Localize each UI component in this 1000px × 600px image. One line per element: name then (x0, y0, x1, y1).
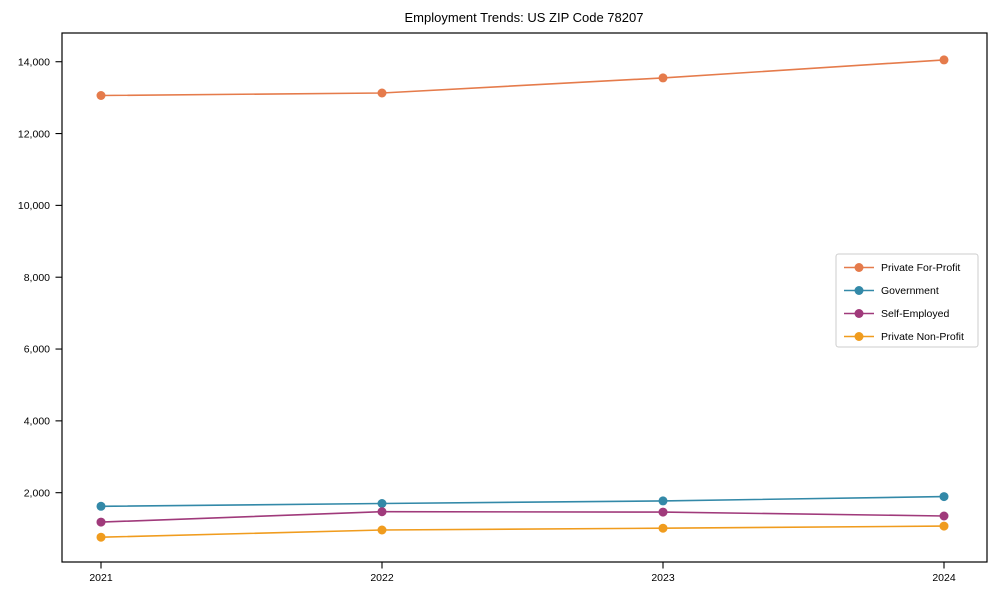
series-layer (96, 55, 949, 542)
legend-label: Private Non-Profit (881, 331, 964, 343)
y-tick-label: 8,000 (24, 272, 50, 284)
legend-swatch-marker (854, 263, 864, 272)
data-point (96, 517, 106, 527)
x-axis: 2021 2022 2023 2024 (89, 562, 956, 584)
data-point (658, 523, 668, 533)
legend: Private For-Profit Government Self-Employe… (835, 253, 979, 348)
y-axis: 2,000 4,000 6,000 8,000 10,000 12,000 14,000 (18, 56, 62, 499)
y-tick-label: 10,000 (18, 200, 50, 212)
y-tick-label: 14,000 (18, 56, 50, 68)
data-point (377, 525, 387, 535)
data-point (96, 91, 106, 100)
legend-swatch-marker (854, 332, 864, 341)
x-tick-label: 2024 (932, 572, 956, 584)
data-point (377, 507, 387, 517)
series-line (100, 525, 945, 538)
y-tick-label: 6,000 (24, 344, 50, 356)
data-point (377, 499, 387, 508)
plot-border (61, 32, 988, 563)
series-line (100, 59, 945, 97)
data-point (658, 507, 668, 517)
y-tick-label: 2,000 (24, 487, 50, 499)
series-line (100, 510, 945, 523)
legend-swatch-marker (854, 309, 864, 318)
legend-label: Government (881, 285, 939, 297)
data-point (96, 501, 106, 511)
x-tick-label: 2022 (370, 572, 394, 584)
data-point (939, 55, 949, 65)
x-tick-label: 2021 (89, 572, 113, 584)
legend-box (835, 253, 979, 348)
series-government (96, 492, 949, 511)
data-point (377, 88, 387, 98)
series-line (100, 495, 945, 508)
legend-swatch-marker (854, 286, 864, 295)
data-point (939, 521, 949, 531)
data-point (96, 532, 106, 542)
data-point (658, 73, 668, 83)
legend-label: Self-Employed (881, 308, 949, 320)
data-point (939, 492, 949, 502)
data-point (939, 511, 949, 521)
x-tick-label: 2023 (651, 572, 675, 584)
y-tick-label: 4,000 (24, 416, 50, 428)
chart-title: Employment Trends: US ZIP Code 78207 (405, 10, 644, 25)
series-self-employed (96, 507, 949, 527)
series-private-for-profit (96, 55, 949, 100)
y-tick-label: 12,000 (18, 128, 50, 140)
data-point (658, 496, 668, 506)
legend-label: Private For-Profit (881, 262, 960, 274)
series-private-non-profit (96, 521, 949, 542)
